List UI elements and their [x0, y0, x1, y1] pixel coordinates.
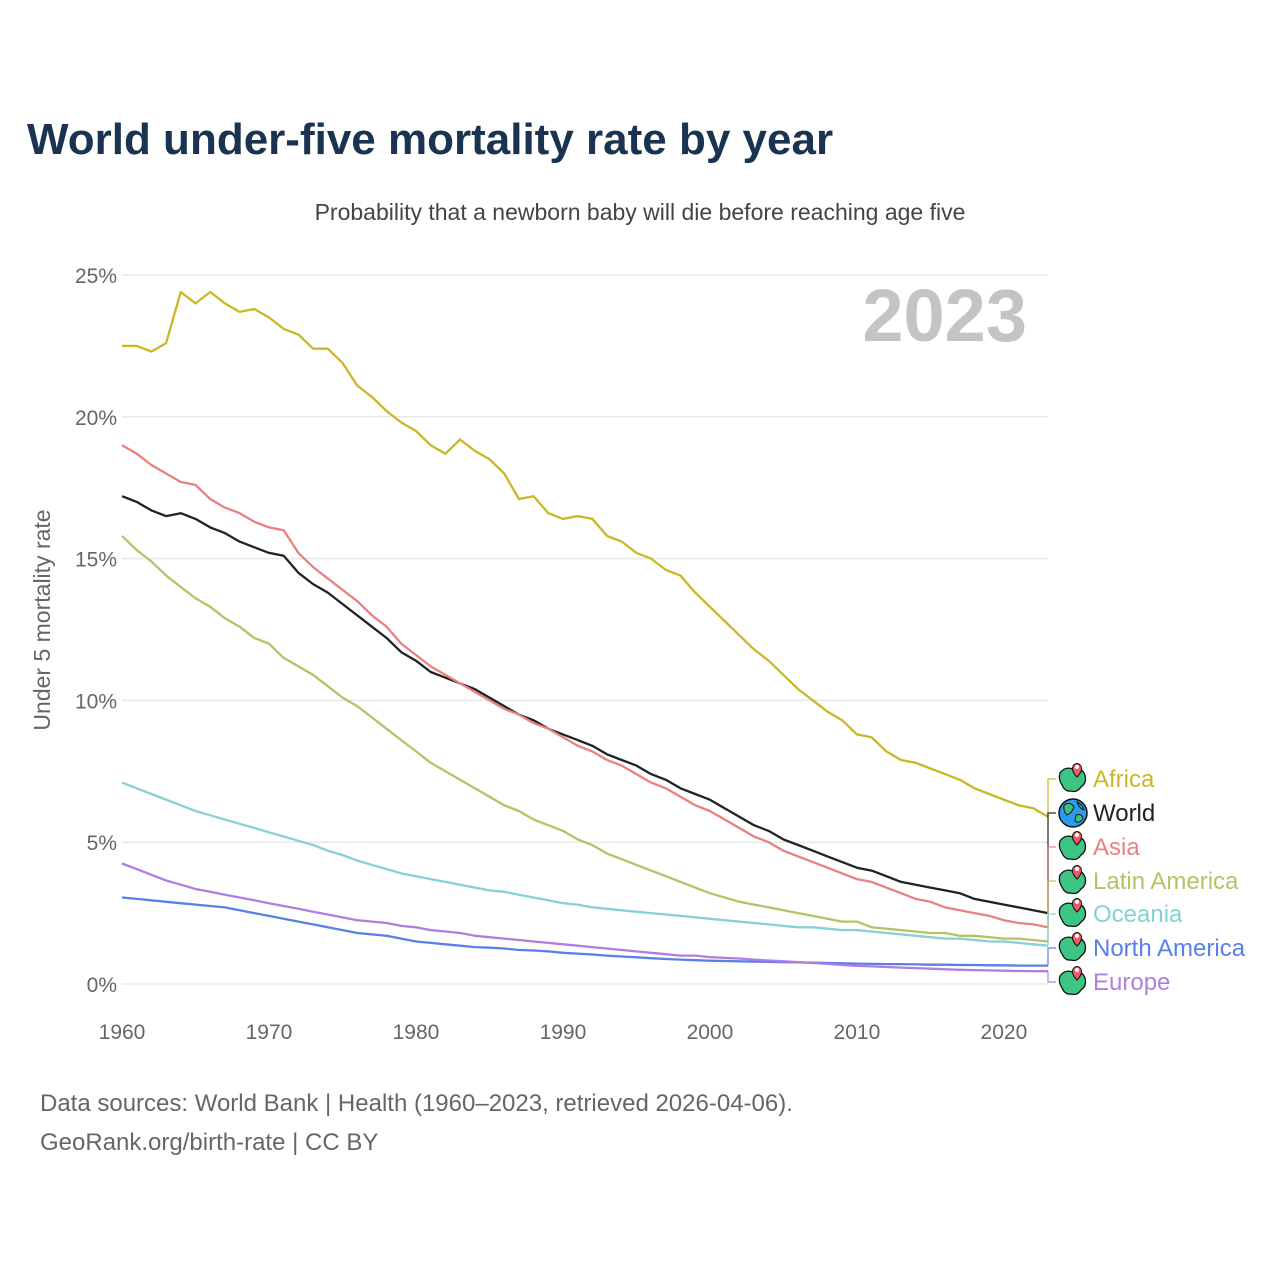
- series-line-asia: [121, 444, 1049, 929]
- x-tick-label: 1970: [246, 1021, 293, 1044]
- legend-connector: [1047, 971, 1056, 983]
- x-axis-ticks: 1960 1970 1980 1990 2000 2010 2020: [99, 1021, 1028, 1044]
- series-line-north-america: [121, 896, 1048, 967]
- x-tick-label: 2010: [834, 1021, 881, 1044]
- legend-connector: [1047, 913, 1056, 946]
- x-tick-label: 2000: [687, 1021, 734, 1044]
- legend-label: World: [1093, 800, 1155, 827]
- series-line-world: [121, 495, 1049, 915]
- legend: Africa World Asia Latin America Oceania North…: [1047, 763, 1246, 996]
- footer-credit[interactable]: GeoRank.org/birth-rate | CC BY: [40, 1129, 378, 1156]
- legend-label: Oceania: [1093, 901, 1183, 928]
- asia-map-pin-icon: [1058, 831, 1087, 861]
- legend-label: Latin America: [1093, 868, 1239, 895]
- legend-connector: [1047, 778, 1056, 817]
- chart-subtitle: Probability that a newborn baby will die…: [315, 199, 966, 225]
- gridlines: [122, 274, 1048, 985]
- latin-america-map-pin-icon: [1058, 865, 1087, 895]
- y-tick-label: 25%: [75, 265, 117, 288]
- footer-sources: Data sources: World Bank | Health (1960–…: [40, 1090, 793, 1117]
- x-tick-label: 2020: [981, 1021, 1028, 1044]
- y-tick-label: 0%: [87, 974, 117, 997]
- x-tick-label: 1960: [99, 1021, 146, 1044]
- africa-map-pin-icon: [1058, 763, 1087, 793]
- legend-label: North America: [1093, 935, 1246, 962]
- series-line-latin-america: [121, 535, 1049, 943]
- legend-label: Asia: [1093, 834, 1140, 861]
- y-axis-label: Under 5 mortality rate: [29, 509, 55, 730]
- legend-connector: [1047, 812, 1056, 914]
- legend-connector: [1047, 880, 1056, 942]
- series-line-africa: [122, 290, 1049, 818]
- series-lines: [121, 290, 1049, 973]
- legend-connector: [1047, 846, 1056, 928]
- chart-title: World under-five mortality rate by year: [27, 115, 833, 164]
- north-america-map-pin-icon: [1058, 932, 1087, 962]
- x-tick-label: 1980: [393, 1021, 440, 1044]
- y-tick-label: 20%: [75, 407, 117, 430]
- legend-connector: [1047, 947, 1056, 966]
- y-tick-label: 5%: [87, 832, 117, 855]
- europe-map-pin-icon: [1058, 966, 1087, 996]
- series-line-europe: [121, 862, 1048, 973]
- y-axis-ticks: 0% 5% 10% 15% 20% 25%: [75, 265, 117, 997]
- globe-icon: [1058, 798, 1088, 828]
- year-watermark: 2023: [862, 274, 1027, 357]
- y-tick-label: 15%: [75, 549, 117, 572]
- y-tick-label: 10%: [75, 690, 117, 713]
- legend-label: Europe: [1093, 969, 1170, 996]
- oceania-map-pin-icon: [1058, 898, 1087, 928]
- series-line-oceania: [121, 781, 1049, 947]
- legend-label: Africa: [1093, 766, 1155, 793]
- x-tick-label: 1990: [540, 1021, 587, 1044]
